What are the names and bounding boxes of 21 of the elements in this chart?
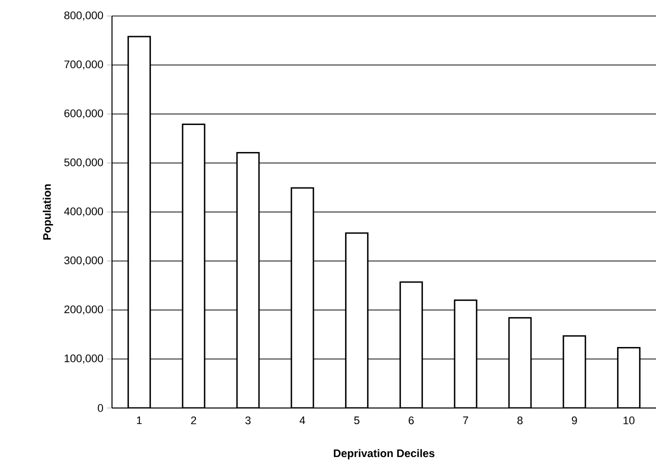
y-tick-label: 500,000 <box>64 158 104 168</box>
y-tick-label: 300,000 <box>64 256 104 266</box>
y-axis-title: Population <box>42 184 54 240</box>
x-tick-label: 6 <box>408 416 414 424</box>
x-tick-label: 2 <box>191 416 196 424</box>
y-tick-label: 100,000 <box>64 354 104 364</box>
y-tick-label: 0 <box>98 404 104 412</box>
x-tick-label: 10 <box>624 416 634 424</box>
y-tick-label: 800,000 <box>64 11 104 21</box>
x-axis-title: Deprivation Deciles <box>334 449 434 460</box>
x-tick-label: 7 <box>463 416 468 424</box>
y-tick-label: 600,000 <box>64 109 104 119</box>
y-tick-label: 200,000 <box>64 305 104 315</box>
x-tick-label: 4 <box>300 416 306 424</box>
y-tick-label: 400,000 <box>64 207 104 217</box>
x-tick-label: 3 <box>245 416 251 424</box>
x-tick-label: 1 <box>136 416 142 424</box>
x-tick-label: 9 <box>572 416 577 424</box>
x-tick-label: 5 <box>354 416 360 424</box>
y-tick-label: 700,000 <box>64 60 104 70</box>
x-tick-label: 8 <box>517 416 523 424</box>
